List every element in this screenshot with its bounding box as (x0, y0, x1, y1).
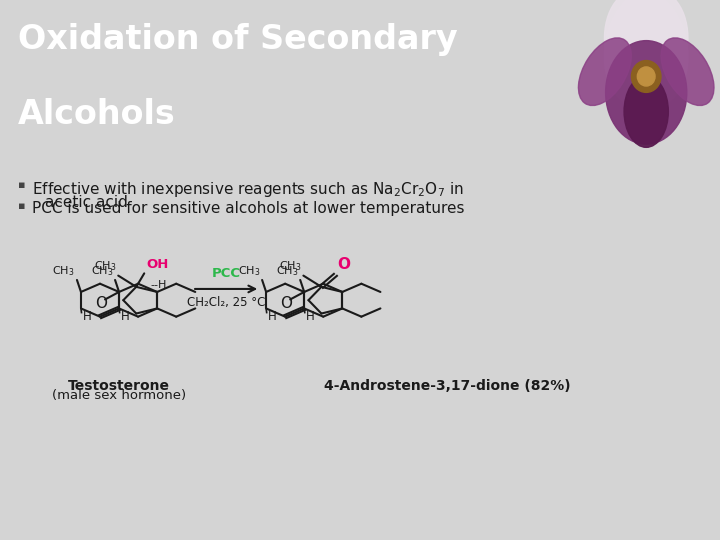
Ellipse shape (605, 0, 688, 106)
Text: O: O (338, 257, 351, 272)
Text: CH$_3$: CH$_3$ (238, 264, 260, 278)
Text: H: H (268, 310, 277, 323)
Text: acetic acid: acetic acid (45, 194, 128, 210)
Text: PCC: PCC (212, 267, 240, 280)
Ellipse shape (624, 76, 668, 147)
Text: (male sex hormone): (male sex hormone) (52, 389, 186, 402)
Text: CH$_3$: CH$_3$ (91, 264, 113, 278)
Text: ▪: ▪ (18, 201, 25, 211)
Text: Alcohols: Alcohols (18, 98, 176, 131)
Text: Effective with inexpensive reagents such as Na$_2$Cr$_2$O$_7$ in: Effective with inexpensive reagents such… (32, 180, 464, 199)
Ellipse shape (578, 38, 631, 105)
Circle shape (637, 67, 655, 86)
Text: ▪: ▪ (18, 180, 25, 190)
Text: 4-Androstene-3,17-dione (82%): 4-Androstene-3,17-dione (82%) (325, 379, 571, 393)
Text: CH$_3$: CH$_3$ (53, 264, 75, 278)
Text: Oxidation of Secondary: Oxidation of Secondary (18, 23, 458, 56)
Text: O: O (280, 296, 292, 310)
Text: H: H (83, 310, 91, 323)
Text: O: O (95, 296, 107, 310)
Text: H: H (306, 310, 315, 323)
Text: PCC is used for sensitive alcohols at lower temperatures: PCC is used for sensitive alcohols at lo… (32, 201, 464, 216)
Circle shape (631, 60, 661, 92)
Text: OH: OH (146, 258, 168, 271)
Text: CH$_3$: CH$_3$ (94, 260, 116, 273)
Ellipse shape (661, 38, 714, 105)
Ellipse shape (606, 40, 687, 144)
Text: CH$_3$: CH$_3$ (276, 264, 298, 278)
Text: CH₂Cl₂, 25 °C: CH₂Cl₂, 25 °C (187, 296, 266, 309)
Text: CH$_3$: CH$_3$ (279, 260, 302, 273)
Ellipse shape (605, 0, 688, 106)
Text: Testosterone: Testosterone (68, 379, 170, 393)
Text: H: H (121, 310, 130, 323)
Text: --H: --H (150, 280, 166, 291)
